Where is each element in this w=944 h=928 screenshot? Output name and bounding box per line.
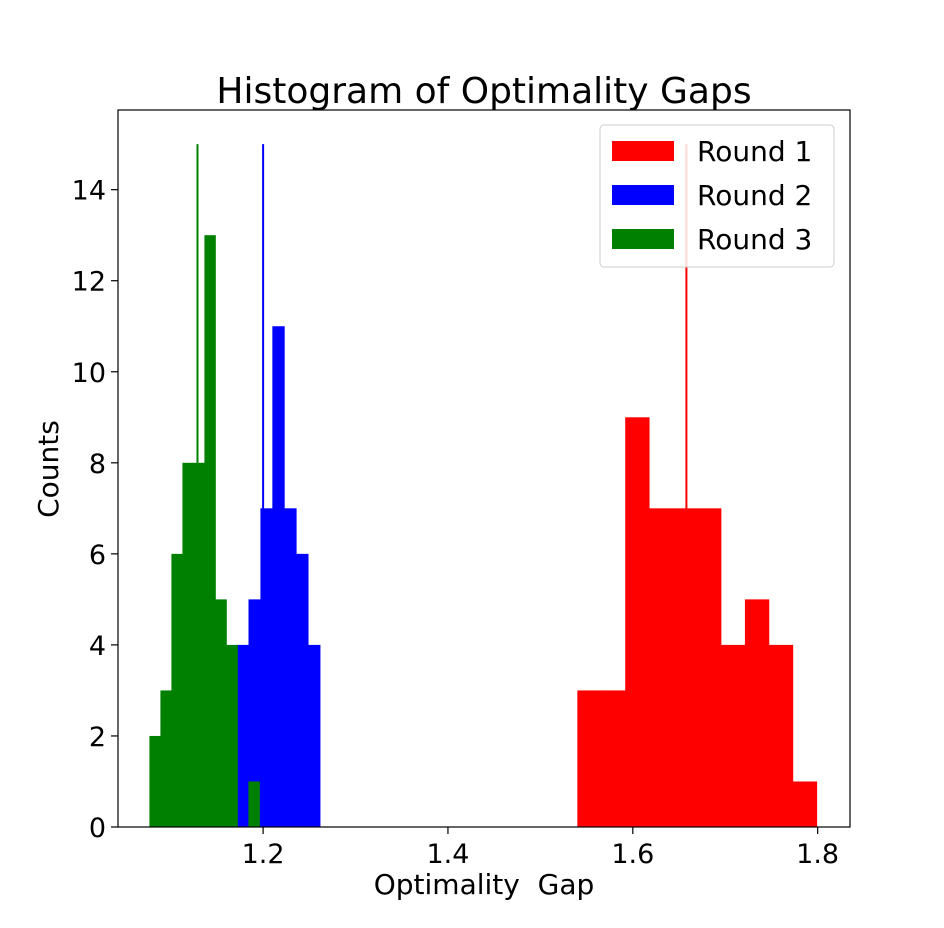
histogram-bar-round-3	[193, 462, 205, 827]
legend-label-round-1: Round 1	[697, 135, 812, 168]
y-axis-ticks: 0 2 4 6 8 10 12 14	[72, 176, 118, 844]
histogram-bar-round-2	[284, 508, 297, 827]
x-tick-label: 1.6	[611, 839, 654, 870]
histogram-bar-round-3	[248, 781, 260, 827]
x-axis-ticks: 1.2 1.4 1.6 1.8	[242, 827, 839, 870]
y-tick-label: 12	[72, 267, 106, 298]
y-tick-label: 4	[89, 631, 106, 662]
histogram-bar-round-3	[215, 599, 227, 827]
histogram-bar-round-2	[236, 644, 249, 827]
histogram-bar-round-1	[720, 644, 746, 827]
plot-frame	[117, 109, 851, 828]
y-axis-label: Counts	[32, 420, 65, 518]
x-tick-label: 1.4	[426, 839, 469, 870]
histogram-bar-round-1	[673, 508, 698, 827]
y-tick-label: 10	[72, 358, 106, 389]
legend-label-round-3: Round 3	[697, 223, 812, 256]
histogram-bar-round-2	[272, 326, 285, 827]
legend-label-round-2: Round 2	[697, 179, 812, 212]
histogram-bar-round-1	[625, 417, 650, 827]
histogram-bar-round-3	[226, 644, 238, 827]
bars-layer	[149, 235, 818, 827]
histogram-bar-round-2	[296, 553, 309, 827]
chart-title: Histogram of Optimality Gaps	[216, 71, 751, 112]
legend-swatch-round-1	[612, 141, 674, 161]
y-tick-label: 6	[89, 540, 106, 571]
histogram-bar-round-3	[171, 553, 183, 827]
y-tick-label: 2	[89, 722, 106, 753]
histogram-bar-round-1	[697, 508, 722, 827]
histogram-bar-round-1	[649, 508, 674, 827]
y-tick-label: 14	[72, 176, 106, 207]
legend-swatch-round-2	[612, 185, 674, 205]
histogram-bar-round-3	[204, 235, 216, 827]
legend-swatch-round-3	[612, 229, 674, 249]
legend: Round 1 Round 2 Round 3	[599, 124, 835, 268]
histogram-bar-round-3	[182, 462, 194, 827]
histogram-bar-round-1	[577, 690, 602, 827]
histogram-bar-round-2	[308, 644, 321, 827]
x-tick-label: 1.8	[796, 839, 839, 870]
x-axis-label: Optimality Gap	[374, 868, 595, 901]
histogram-bar-round-2	[248, 599, 261, 827]
y-tick-label: 8	[89, 449, 106, 480]
histogram-bar-round-3	[160, 690, 172, 827]
histogram-bar-round-3	[149, 735, 161, 827]
y-tick-label: 0	[89, 813, 106, 844]
x-tick-label: 1.2	[242, 839, 285, 870]
histogram-bar-round-1	[744, 599, 770, 827]
histogram-bar-round-1	[768, 644, 794, 827]
histogram-bar-round-1	[792, 781, 818, 827]
histogram-bar-round-1	[601, 690, 626, 827]
